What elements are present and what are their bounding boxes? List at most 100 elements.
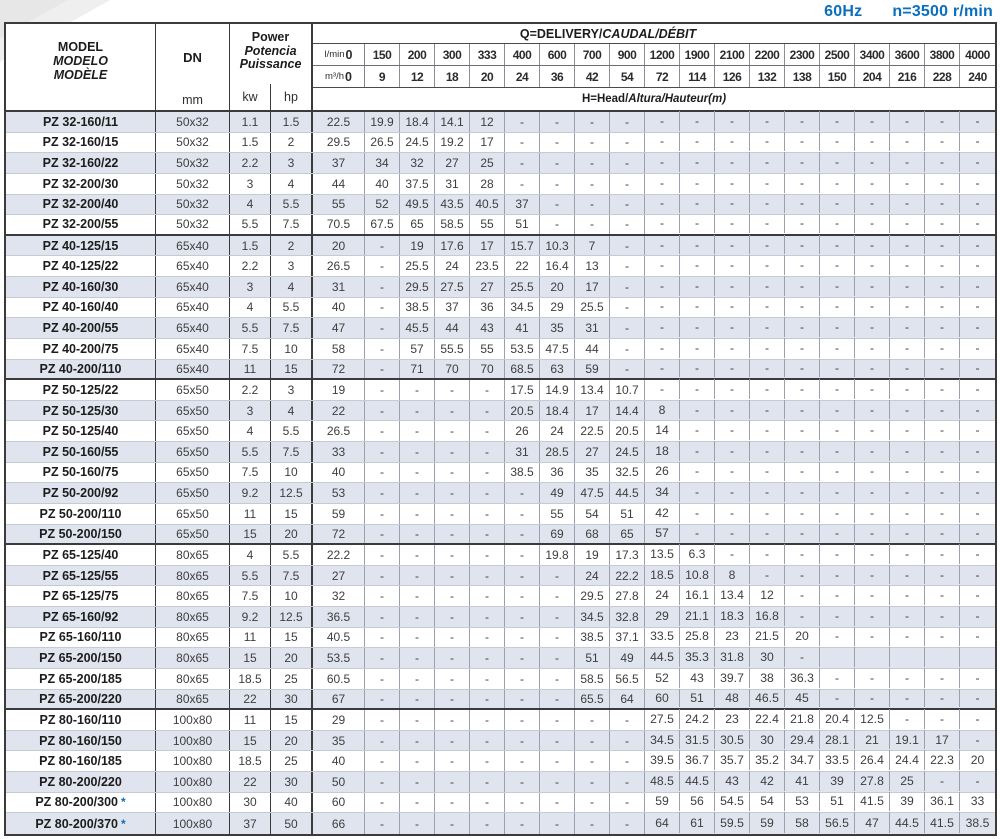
head-value-cell: - (750, 420, 785, 440)
head-value-cell: - (400, 813, 435, 834)
head-value-cell: 17.5 (505, 380, 540, 400)
dn-cell: 100x80 (156, 813, 230, 834)
head-value-cell: - (715, 461, 750, 482)
head-value-cell: - (890, 544, 925, 564)
head-value-cell: - (540, 792, 575, 813)
model-cell: PZ 80-200/300 * (6, 792, 156, 813)
head-value-cell: - (505, 751, 540, 771)
table-row: PZ 65-160/110 80x65 11 15 40.5- - - - - -38.5 37.1… (6, 626, 995, 649)
model-name: PZ 32-160/11 (42, 114, 119, 129)
table-row: PZ 80-160/150 100x80 15 20 35- - - - - - - -34.5 31.… (6, 729, 995, 752)
head-value-cell: - (400, 730, 435, 751)
head-value-cell: - (470, 586, 505, 606)
head-value-cell: 51 (820, 791, 855, 812)
model-cell: PZ 40-200/55 (6, 318, 156, 338)
kw-cell: 18.5 (230, 668, 271, 689)
delivery-title-translations: CAUDAL/DÉBIT (602, 26, 697, 41)
flow-value-cell: 2500 (820, 44, 855, 65)
head-value-cell: 47 (313, 318, 365, 338)
flow-value-cell: 300 (435, 44, 470, 65)
head-value-cell: 22 (505, 256, 540, 276)
head-value-cell: - (820, 461, 855, 482)
head-value-cell: - (575, 132, 610, 153)
head-value-cell: - (785, 482, 820, 502)
head-value-cell: - (925, 709, 960, 729)
flow-value-cell: 900 (610, 44, 645, 65)
head-value-cell: - (975, 155, 980, 170)
head-value-cell: 35 (540, 318, 575, 338)
head-value-cell: - (975, 237, 980, 252)
model-name: PZ 80-200/370 (35, 816, 119, 831)
head-value-cell: - (645, 111, 680, 131)
dn-cell: 50x32 (156, 132, 230, 153)
head-value-cell: - (680, 152, 715, 172)
head-value-cell: - (470, 545, 505, 565)
head-value-cell: - (975, 711, 980, 726)
model-name: PZ 40-200/55 (42, 321, 119, 336)
head-value-cell: - (820, 337, 855, 358)
head-value-cell: 65.5 (575, 689, 610, 709)
head-value-cell: 6.3 (680, 544, 715, 564)
head-value-cell: - (785, 585, 820, 605)
head-value-cell (855, 647, 890, 667)
model-name: PZ 50-125/30 (42, 403, 119, 418)
head-value-cell: 25.5 (575, 297, 610, 318)
model-cell: PZ 32-160/22 (6, 153, 156, 173)
head-value-cell: 18 (645, 441, 680, 461)
head-value-cell: 26.4 (855, 750, 890, 770)
head-value-cell: - (365, 648, 400, 668)
head-value-cell: - (470, 792, 505, 813)
head-value-cell: - (680, 255, 715, 275)
head-value-cell: - (855, 111, 890, 131)
head-value-cell: 22.2 (610, 565, 645, 586)
head-value-cell: 72 (313, 359, 365, 379)
head-value-cell: 27.8 (855, 771, 890, 791)
head-value-cell: - (785, 647, 820, 667)
head-value-cell: - (890, 296, 925, 317)
head-value-cell: 19.8 (540, 545, 575, 565)
head-value-cell: - (820, 626, 855, 647)
model-name: PZ 50-125/40 (42, 424, 119, 439)
head-value-cell: 63 (540, 359, 575, 379)
model-cell: PZ 65-125/75 (6, 586, 156, 606)
head-value-cell: - (925, 688, 960, 708)
head-value-cell: - (975, 216, 980, 231)
flow-value-cell: 3800 (925, 44, 960, 65)
hp-cell: 10 (271, 338, 313, 359)
dn-cell: 65x40 (156, 256, 230, 276)
hp-cell: 30 (271, 772, 313, 792)
head-value-cell: 68 (575, 524, 610, 544)
head-value-cell: - (820, 152, 855, 172)
flow-value-cell: 2300 (785, 44, 820, 65)
kw-cell: 1.5 (230, 235, 271, 256)
head-value-cell: 48.5 (645, 771, 680, 791)
head-value-cell: - (610, 751, 645, 771)
head-value-cell: 41 (785, 771, 820, 791)
head-value-cell: 40 (313, 462, 365, 483)
head-value-cell: 39.5 (645, 750, 680, 770)
head-value-cell: - (975, 690, 980, 705)
head-value-cell: - (890, 379, 925, 399)
model-cell: PZ 65-200/220 (6, 689, 156, 709)
head-value-cell: 14.1 (435, 112, 470, 132)
head-value-cell: - (820, 111, 855, 131)
kw-cell: 1.1 (230, 112, 271, 132)
model-name: PZ 40-160/40 (42, 300, 119, 315)
head-value-cell: 64 (610, 689, 645, 709)
head-value-cell: 65 (610, 524, 645, 544)
head-value-cell: - (435, 442, 470, 462)
head-value-cell: 44 (313, 173, 365, 194)
head-value-cell: - (890, 172, 925, 193)
head-value-cell: - (890, 461, 925, 482)
head-value-cell: - (645, 296, 680, 317)
head-value-cell: 32 (313, 586, 365, 606)
head-value-cell: - (820, 214, 855, 233)
dn-cell: 65x50 (156, 380, 230, 400)
head-value-cell: 49 (610, 648, 645, 668)
head-value-cell: 29 (540, 297, 575, 318)
hp-cell: 12.5 (271, 607, 313, 627)
head-value-cell: - (975, 464, 980, 479)
flow-value-cell: 200 (400, 44, 435, 65)
flow-value-cell: 3400 (855, 44, 890, 65)
head-value-cell: 17 (575, 277, 610, 297)
